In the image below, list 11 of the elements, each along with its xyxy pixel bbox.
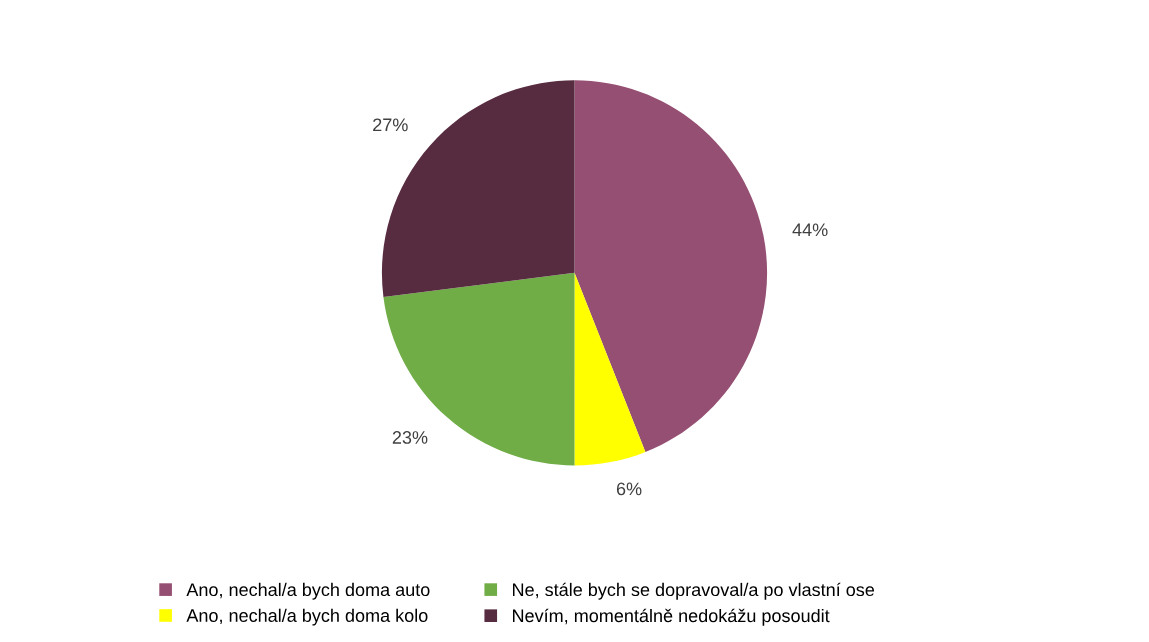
pie-slice <box>383 272 575 466</box>
legend-label: Ne, stále bych se dopravoval/a po vlastní ose <box>513 582 875 600</box>
data-label: 27% <box>373 118 408 132</box>
legend-label: Nevím, momentálně nedokážu posoudit <box>513 608 830 626</box>
pie-slice <box>574 272 646 466</box>
data-label: 44% <box>792 223 828 237</box>
data-label: 23% <box>392 431 428 444</box>
legend-label: Ano, nechal/a bych doma auto <box>186 582 430 600</box>
pie-slice <box>574 80 768 452</box>
data-label: 6% <box>616 482 642 496</box>
legend-label: Ano, nechal/a bych doma kolo <box>186 608 428 626</box>
